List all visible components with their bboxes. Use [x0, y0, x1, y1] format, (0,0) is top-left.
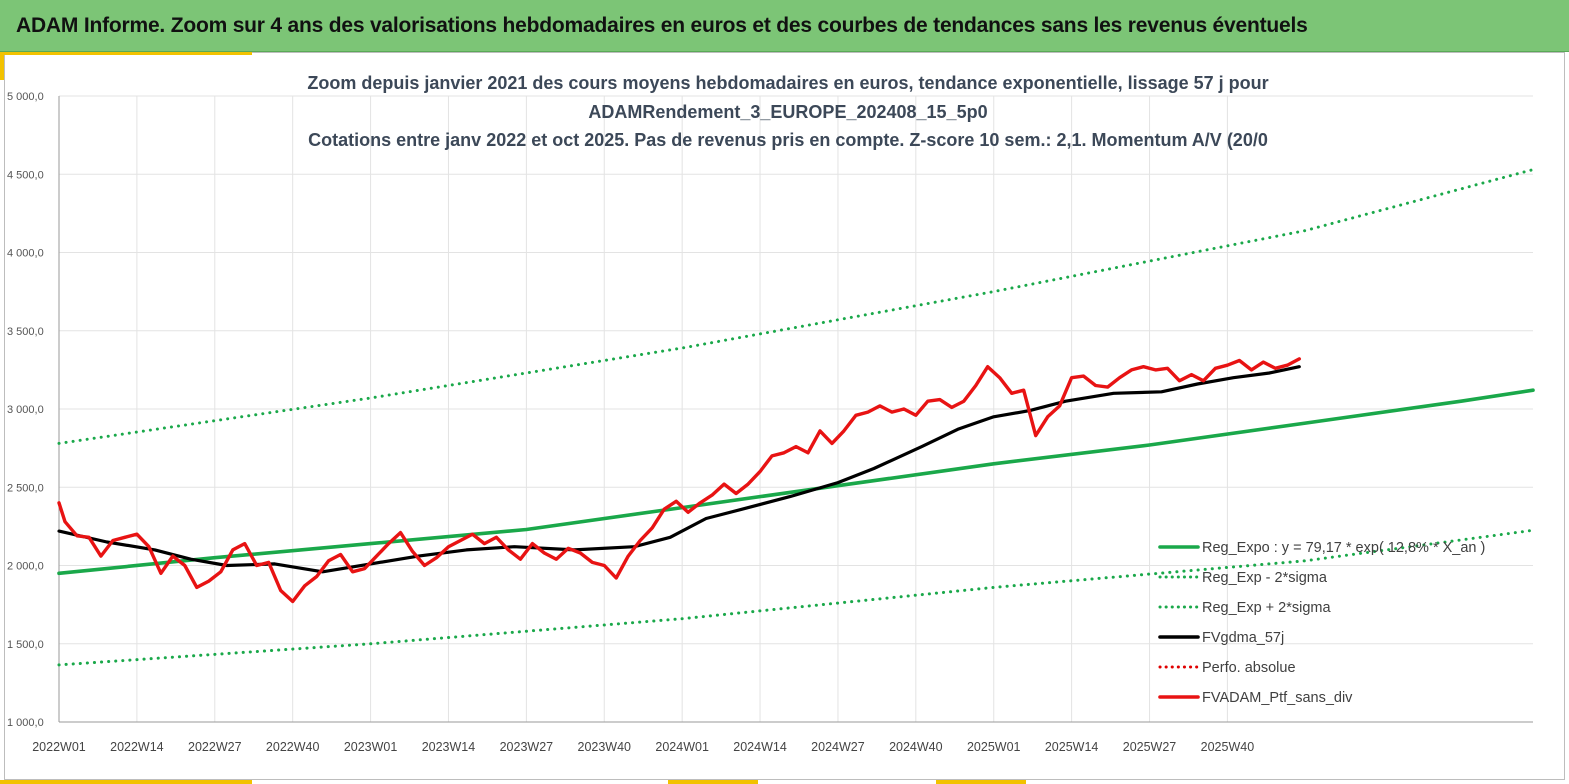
legend-label: Perfo. absolue — [1202, 660, 1296, 676]
chart-title-line: Cotations entre janv 2022 et oct 2025. P… — [308, 130, 1268, 150]
x-tick-label: 2025W40 — [1201, 740, 1255, 754]
x-tick-label: 2025W27 — [1123, 740, 1177, 754]
legend-label: Reg_Exp + 2*sigma — [1202, 600, 1331, 616]
y-tick-label: 2 000,0 — [7, 561, 44, 573]
legend-label: FVADAM_Ptf_sans_div — [1202, 690, 1353, 706]
x-tick-label: 2025W01 — [967, 740, 1021, 754]
x-tick-label: 2022W27 — [188, 740, 242, 754]
x-tick-label: 2024W01 — [655, 740, 709, 754]
y-tick-label: 4 000,0 — [7, 248, 44, 260]
legend-label: Reg_Exp - 2*sigma — [1202, 570, 1328, 586]
frame-accent-left — [0, 52, 4, 80]
legend-label: FVgdma_57j — [1202, 630, 1284, 646]
portfolio-value-line — [57, 357, 1301, 604]
x-tick-label: 2022W14 — [110, 740, 164, 754]
x-tick-label: 2024W14 — [733, 740, 787, 754]
x-tick-label: 2023W01 — [344, 740, 398, 754]
report-title: ADAM Informe. Zoom sur 4 ans des valoris… — [16, 14, 1308, 37]
regression-expo-line — [57, 388, 1535, 576]
frame-accent-bottom-left — [0, 780, 252, 784]
moving-average-line — [57, 365, 1301, 574]
x-tick-label: 2024W40 — [889, 740, 943, 754]
x-tick-label: 2022W40 — [266, 740, 320, 754]
x-tick-label: 2024W27 — [811, 740, 865, 754]
chart-title-line: ADAMRendement_3_EUROPE_202408_15_5p0 — [588, 102, 987, 122]
y-tick-label: 1 500,0 — [7, 639, 44, 651]
legend-label: Reg_Expo : y = 79,17 * exp( 12,8% * X_an… — [1202, 540, 1485, 556]
y-tick-label: 4 500,0 — [7, 169, 44, 181]
frame-accent-top — [0, 52, 252, 55]
frame-accent-bottom-right — [936, 780, 1026, 784]
y-tick-label: 1 000,0 — [7, 717, 44, 729]
y-tick-label: 2 500,0 — [7, 482, 44, 494]
x-tick-label: 2023W14 — [422, 740, 476, 754]
x-tick-label: 2025W14 — [1045, 740, 1099, 754]
report-header: ADAM Informe. Zoom sur 4 ans des valoris… — [0, 0, 1569, 52]
chart-title-line: Zoom depuis janvier 2021 des cours moyen… — [307, 73, 1268, 93]
regression-minus-2sigma-line — [57, 528, 1535, 667]
frame-accent-bottom-mid — [668, 780, 758, 784]
x-tick-label: 2022W01 — [32, 740, 86, 754]
regression-plus-2sigma-line — [57, 168, 1535, 445]
x-tick-label: 2023W27 — [500, 740, 554, 754]
x-tick-label: 2023W40 — [578, 740, 632, 754]
chart-frame — [4, 52, 1565, 780]
y-tick-label: 3 000,0 — [7, 404, 44, 416]
y-tick-label: 3 500,0 — [7, 326, 44, 338]
y-tick-label: 5 000,0 — [7, 91, 44, 103]
